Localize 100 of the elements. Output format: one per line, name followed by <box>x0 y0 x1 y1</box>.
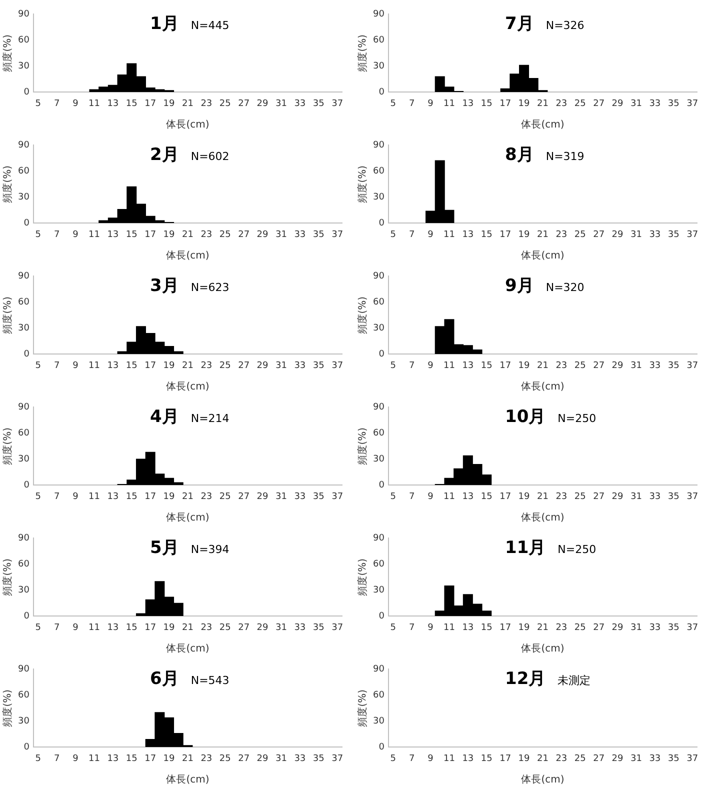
x-tick-label: 19 <box>163 622 176 633</box>
y-tick-label: 0 <box>24 350 30 360</box>
y-axis-title: 頻度(%) <box>356 296 369 334</box>
x-tick-label: 15 <box>126 622 138 633</box>
x-tick-label: 9 <box>428 754 434 764</box>
x-tick-label: 17 <box>144 360 156 371</box>
x-tick-label: 33 <box>294 754 306 764</box>
y-tick-label: 30 <box>18 192 30 202</box>
x-tick-label: 11 <box>444 622 455 633</box>
x-tick-label: 33 <box>294 360 306 371</box>
x-tick-label: 7 <box>408 754 415 764</box>
x-tick-label: 25 <box>219 492 231 502</box>
x-tick-label: 27 <box>238 98 250 109</box>
y-tick-label: 90 <box>373 9 385 20</box>
x-tick-label: 27 <box>238 754 250 764</box>
x-tick-label: 35 <box>312 754 324 764</box>
x-tick-label: 9 <box>72 230 79 240</box>
x-tick-label: 7 <box>54 622 60 633</box>
x-tick-label: 5 <box>390 754 396 764</box>
x-tick-label: 37 <box>686 360 698 371</box>
x-tick-label: 31 <box>630 622 642 633</box>
x-tick-label: 23 <box>556 360 568 371</box>
chart-title: 10月 <box>505 406 546 428</box>
x-tick-label: 37 <box>686 98 698 109</box>
x-tick-label: 23 <box>556 622 568 633</box>
x-tick-label: 15 <box>480 230 492 240</box>
x-tick-label: 11 <box>88 492 100 502</box>
x-tick-label: 33 <box>649 492 661 502</box>
x-tick-label: 5 <box>35 98 41 109</box>
y-tick-label: 60 <box>18 690 30 700</box>
x-tick-label: 33 <box>649 622 661 633</box>
x-axis-title: 体長(cm) <box>521 380 564 393</box>
y-tick-label: 30 <box>18 61 30 72</box>
x-tick-label: 15 <box>480 754 492 764</box>
x-axis-title: 体長(cm) <box>166 774 210 786</box>
x-tick-label: 7 <box>54 360 60 371</box>
x-tick-label: 29 <box>256 622 269 633</box>
x-tick-label: 35 <box>668 230 680 240</box>
x-tick-label: 29 <box>612 360 624 371</box>
x-tick-label: 27 <box>593 98 605 109</box>
x-tick-label: 25 <box>219 230 231 240</box>
x-tick-label: 33 <box>649 754 661 764</box>
y-axis-title: 頻度(%) <box>2 427 14 465</box>
y-tick-label: 60 <box>373 297 385 308</box>
x-tick-label: 37 <box>686 622 698 633</box>
x-axis-title: 体長(cm) <box>166 512 210 524</box>
x-tick-label: 13 <box>107 754 119 764</box>
x-tick-label: 29 <box>612 230 624 240</box>
chart-title: 12月 <box>505 668 546 690</box>
x-tick-label: 25 <box>574 622 586 633</box>
x-tick-label: 21 <box>182 754 194 764</box>
x-tick-label: 13 <box>462 230 474 240</box>
y-tick-label: 90 <box>18 533 30 544</box>
x-tick-label: 17 <box>144 492 156 502</box>
y-tick-label: 0 <box>378 88 385 98</box>
x-tick-label: 25 <box>219 360 231 371</box>
y-tick-label: 30 <box>373 454 385 464</box>
x-tick-label: 11 <box>444 98 455 109</box>
y-axis-title: 頻度(%) <box>356 689 369 727</box>
y-axis-title: 頻度(%) <box>356 34 369 72</box>
annotation: 未測定 <box>558 673 591 688</box>
y-axis-title: 頻度(%) <box>2 34 14 72</box>
x-tick-label: 21 <box>182 492 194 502</box>
x-tick-label: 15 <box>126 360 138 371</box>
x-tick-label: 27 <box>238 360 250 371</box>
x-tick-label: 31 <box>630 230 642 240</box>
y-tick-label: 30 <box>373 61 385 72</box>
y-tick-label: 90 <box>373 140 385 150</box>
y-tick-label: 60 <box>373 690 385 700</box>
y-tick-label: 90 <box>373 402 385 412</box>
chart-title: 7月 <box>505 13 534 35</box>
x-tick-label: 9 <box>428 360 434 371</box>
x-tick-label: 21 <box>537 230 548 240</box>
x-tick-label: 31 <box>630 360 642 371</box>
x-tick-label: 25 <box>574 754 586 764</box>
x-axis-title: 体長(cm) <box>521 642 564 655</box>
x-tick-label: 13 <box>462 622 474 633</box>
x-tick-label: 25 <box>574 492 586 502</box>
x-tick-label: 27 <box>593 492 605 502</box>
x-tick-label: 7 <box>408 230 415 240</box>
y-axis-title: 頻度(%) <box>2 165 14 203</box>
x-tick-label: 17 <box>500 754 512 764</box>
x-tick-label: 17 <box>144 622 156 633</box>
y-tick-label: 90 <box>373 664 385 674</box>
x-tick-label: 9 <box>72 754 79 764</box>
y-tick-label: 30 <box>18 585 30 596</box>
x-tick-label: 23 <box>200 98 212 109</box>
x-tick-label: 31 <box>276 360 287 371</box>
x-tick-label: 27 <box>238 230 250 240</box>
x-tick-label: 23 <box>556 754 568 764</box>
x-tick-label: 37 <box>686 230 698 240</box>
y-tick-label: 0 <box>24 218 30 229</box>
x-axis-title: 体長(cm) <box>521 250 564 262</box>
x-tick-label: 29 <box>256 754 269 764</box>
y-axis-title: 頻度(%) <box>356 165 369 203</box>
annotation: N=250 <box>558 412 596 425</box>
x-tick-label: 35 <box>312 622 324 633</box>
x-tick-label: 7 <box>54 492 60 502</box>
x-tick-label: 33 <box>649 98 661 109</box>
chart-title: 8月 <box>505 144 534 166</box>
